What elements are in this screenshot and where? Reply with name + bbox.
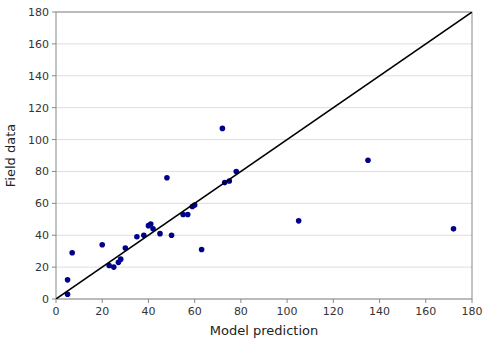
tick-label-x: 60: [188, 305, 202, 318]
x-axis-label: Model prediction: [210, 323, 318, 338]
tick-mark-y: [52, 107, 56, 108]
tick-mark-y: [52, 267, 56, 268]
tick-mark-x: [194, 299, 195, 303]
tick-mark-y: [52, 299, 56, 300]
tick-mark-x: [379, 299, 380, 303]
tick-mark-x: [425, 299, 426, 303]
grid-line-y: [56, 203, 472, 204]
grid-line-y: [56, 267, 472, 268]
tick-label-y: 0: [42, 293, 49, 306]
tick-label-x: 80: [234, 305, 248, 318]
scatter-point: [220, 126, 226, 132]
ticks: 0 20 40 60 80 100 120 140 160 180 0 20 40 60 80 100 120 1…: [28, 6, 483, 318]
grid-line-y: [56, 75, 472, 76]
tick-label-y: 100: [28, 134, 49, 147]
scatter-point: [185, 212, 191, 218]
scatter-point: [69, 250, 75, 256]
grid-line-y: [56, 171, 472, 172]
tick-mark-y: [52, 12, 56, 13]
plot-frame: [56, 12, 472, 299]
grid-line-y: [56, 107, 472, 108]
scatter-point: [199, 247, 205, 253]
tick-label-y: 180: [28, 6, 49, 19]
grid-line-y: [56, 139, 472, 140]
tick-mark-x: [102, 299, 103, 303]
grid-line-y: [56, 235, 472, 236]
scatter-point: [148, 221, 154, 227]
tick-label-x: 140: [369, 305, 390, 318]
tick-label-y: 120: [28, 102, 49, 115]
tick-mark-x: [56, 299, 57, 303]
grid: [56, 12, 472, 299]
tick-label-x: 0: [53, 305, 60, 318]
scatter-point: [118, 256, 124, 262]
tick-label-y: 20: [35, 261, 49, 274]
tick-mark-y: [52, 43, 56, 44]
scatter-point: [169, 232, 175, 238]
tick-label-x: 20: [95, 305, 109, 318]
tick-label-x: 120: [323, 305, 344, 318]
marks: [56, 12, 472, 299]
tick-label-x: 160: [415, 305, 436, 318]
tick-label-y: 80: [35, 165, 49, 178]
tick-mark-x: [472, 299, 473, 303]
scatter-point: [365, 157, 371, 163]
scatter-point: [134, 234, 140, 240]
plot-background: [56, 12, 472, 299]
tick-mark-y: [52, 171, 56, 172]
scatter-point: [164, 175, 170, 181]
tick-mark-y: [52, 75, 56, 76]
chart: 0 20 40 60 80 100 120 140 160 180 0 20 40 60 80 100 120 1…: [0, 0, 486, 343]
tick-label-y: 160: [28, 38, 49, 51]
tick-mark-x: [148, 299, 149, 303]
tick-label-y: 140: [28, 70, 49, 83]
reference-line: [56, 12, 472, 299]
tick-mark-x: [333, 299, 334, 303]
scatter-point: [99, 242, 105, 248]
scatter-point: [65, 277, 71, 283]
scatter-point: [111, 264, 117, 270]
tick-mark-y: [52, 203, 56, 204]
tick-mark-y: [52, 139, 56, 140]
tick-mark-x: [287, 299, 288, 303]
tick-label-x: 40: [141, 305, 155, 318]
scatter-point: [451, 226, 457, 232]
y-axis-label: Field data: [3, 124, 18, 187]
scatter-point: [296, 218, 302, 224]
tick-label-y: 60: [35, 197, 49, 210]
scatter-point: [157, 231, 163, 237]
tick-mark-y: [52, 235, 56, 236]
tick-mark-x: [240, 299, 241, 303]
tick-label-y: 40: [35, 229, 49, 242]
tick-label-x: 100: [277, 305, 298, 318]
tick-label-x: 180: [462, 305, 483, 318]
grid-line-y: [56, 43, 472, 44]
